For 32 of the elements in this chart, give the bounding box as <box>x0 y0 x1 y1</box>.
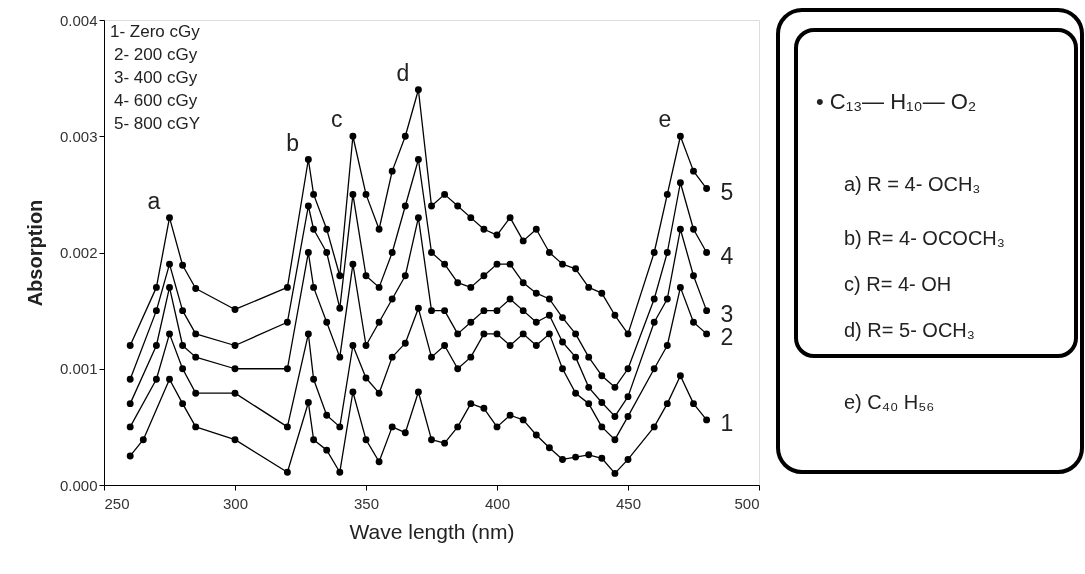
annotation: 3- 400 cGy <box>114 68 198 87</box>
x-axis-title: Wave length (nm) <box>349 519 515 543</box>
text: b) R= 4- OCOCH₃ <box>844 227 1005 249</box>
text: c) R= 4- OH <box>844 273 952 295</box>
y-tick-label: 0.004 <box>59 11 98 29</box>
x-tick-label: 350 <box>353 494 380 512</box>
text: e) C₄₀ H₅₆ <box>844 391 935 413</box>
x-tick-label: 300 <box>222 494 249 512</box>
series-label: 1 <box>720 409 734 436</box>
annotation: e <box>658 106 672 133</box>
x-tick-label: 400 <box>484 494 511 512</box>
y-tick-label: 0.002 <box>59 244 98 261</box>
annotation: 5- 800 cGY <box>114 114 200 133</box>
series-label: 5 <box>720 178 734 205</box>
x-tick-label: 450 <box>615 494 642 512</box>
annotation: 2- 200 cGy <box>114 45 198 64</box>
y-axis-title: Absorption <box>23 199 46 307</box>
annotation: 4- 600 cGy <box>114 91 198 110</box>
y-tick-label: 0.003 <box>59 127 98 145</box>
annotation: c <box>330 106 343 133</box>
x-tick-label: 250 <box>104 494 130 512</box>
series-label: 4 <box>720 242 734 269</box>
annotation: 1- Zero cGy <box>110 22 201 41</box>
text: a) R = 4- OCH₃ <box>844 173 981 195</box>
text: d) R= 5- OCH₃ <box>844 319 975 341</box>
text: • C₁₃— H₁₀— O₂ <box>816 89 977 114</box>
annotation: a <box>147 187 161 214</box>
annotation: b <box>286 129 300 156</box>
annotation: d <box>396 59 410 86</box>
x-tick-label: 500 <box>734 494 760 512</box>
y-tick-label: 0.001 <box>59 360 98 378</box>
y-tick-label: 0.000 <box>59 476 98 494</box>
